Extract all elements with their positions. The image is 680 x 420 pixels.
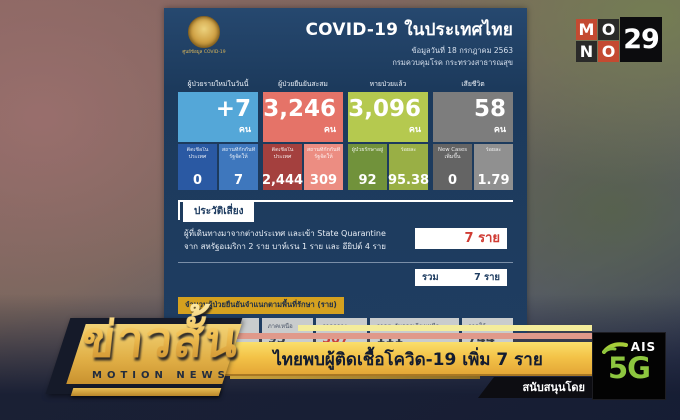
- sub-value: 309: [309, 172, 338, 188]
- stat-new-cases: ผู้ป่วยรายใหม่ในวันนี้ +7 คน ติดเชื้อในป…: [178, 78, 258, 190]
- sub-label: สถานที่กักกันที่รัฐจัดให้: [306, 147, 341, 161]
- risk-history-section: ประวัติเสี่ยง ผู้ที่เดินทางมาจากต่างประเ…: [178, 200, 513, 288]
- stat-value: 3,096: [348, 96, 421, 122]
- stat-header: เสียชีวิต: [461, 80, 485, 88]
- ddc-emblem: ศูนย์ข้อมูล COVID-19: [178, 16, 230, 56]
- sub-label: สถานที่กักกันที่รัฐจัดให้: [221, 147, 256, 161]
- stat-recovered: หายป่วยแล้ว 3,096 คน ผู้ป่วยรักษาอยู่ 92…: [348, 78, 430, 190]
- stat-sub-box: New Cases เพิ่มขึ้น 0: [433, 144, 472, 190]
- stat-sub-box: ติดเชื้อในประเทศ 0: [178, 144, 217, 190]
- stat-sub-row: ติดเชื้อในประเทศ 0 สถานที่กักกันที่รัฐจั…: [178, 144, 258, 190]
- stat-sub-row: New Cases เพิ่มขึ้น 0 ร้อยละ 1.79: [433, 144, 513, 190]
- stat-sub-box: ผู้ป่วยรักษาอยู่ 92: [348, 144, 387, 190]
- panel-title: COVID-19 ในประเทศไทย: [305, 20, 513, 40]
- sub-value: 0: [192, 172, 203, 188]
- headline-banner: ไทยพบผู้ติดเชื้อโควิด-19 เพิ่ม 7 ราย: [168, 342, 592, 376]
- mono-letter-o2: O: [598, 41, 619, 62]
- sub-value: 95.38: [387, 172, 430, 188]
- mono-letter-m: M: [576, 19, 597, 40]
- stat-sub-box: ร้อยละ 95.38: [387, 144, 430, 190]
- stat-unit: คน: [493, 125, 506, 135]
- panel-title-block: COVID-19 ในประเทศไทย ข้อมูลวันที่ 18 กรก…: [305, 16, 513, 69]
- stat-cumulative: ผู้ป่วยยืนยันสะสม 3,246 คน ติดเชื้อในประ…: [261, 78, 343, 190]
- stat-unit: คน: [238, 125, 251, 135]
- risk-count-box: 7 ราย: [415, 228, 507, 249]
- agency-name: กรมควบคุมโรค กระทรวงสาธารณสุข: [392, 58, 513, 67]
- sub-label: ร้อยละ: [400, 147, 417, 153]
- total-label: รวม: [422, 272, 439, 283]
- data-date: ข้อมูลวันที่ 18 กรกฎาคม 2563: [411, 46, 513, 55]
- program-title: ข่าวสั้น: [78, 300, 243, 378]
- stat-big-box: 3,096 คน: [348, 92, 428, 142]
- stat-big-box: 58 คน: [433, 92, 513, 142]
- program-logo-khao-san: ข่าวสั้น MOTION NEWS: [30, 306, 245, 410]
- sub-label: ร้อยละ: [485, 147, 502, 153]
- panel-header: ศูนย์ข้อมูล COVID-19 COVID-19 ในประเทศไท…: [178, 8, 513, 72]
- ais-5g-mark: 5G: [608, 351, 651, 385]
- stat-sub-box: ร้อยละ 1.79: [474, 144, 513, 190]
- stat-value: 58: [473, 96, 506, 122]
- section-bracket: [178, 202, 180, 220]
- banner-underline: [230, 376, 480, 379]
- divider: [178, 262, 513, 263]
- sub-value: 0: [447, 172, 458, 188]
- ais-logo-row: AIS: [593, 340, 665, 354]
- risk-section-title: ประวัติเสี่ยง: [183, 202, 255, 222]
- stat-sub-box: ติดเชื้อในประเทศ 2,444: [261, 144, 304, 190]
- regions-section-title: จำนวนผู้ป่วยยืนยันจำแนกตามพื้นที่รักษา (…: [178, 297, 344, 314]
- stat-sub-row: ผู้ป่วยรักษาอยู่ 92 ร้อยละ 95.38: [348, 144, 430, 190]
- stat-unit: คน: [323, 125, 336, 135]
- program-subtitle: MOTION NEWS: [92, 370, 230, 381]
- mono-letter-o1: O: [598, 19, 619, 40]
- stat-sub-box: สถานที่กักกันที่รัฐจัดให้ 309: [304, 144, 343, 190]
- stat-value: +7: [215, 96, 251, 122]
- sponsor-logo-ais-5g: AIS 5G: [592, 332, 666, 400]
- covid-infographic-panel: ศูนย์ข้อมูล COVID-19 COVID-19 ในประเทศไท…: [164, 8, 527, 365]
- stat-unit: คน: [408, 125, 421, 135]
- ais-wordmark: AIS: [630, 340, 657, 354]
- stat-sub-row: ติดเชื้อในประเทศ 2,444 สถานที่กักกันที่ร…: [261, 144, 343, 190]
- emblem-caption: ศูนย์ข้อมูล COVID-19: [182, 50, 226, 55]
- sub-value: 92: [358, 172, 377, 188]
- sub-value: 1.79: [477, 172, 510, 188]
- sub-label: ผู้ป่วยรักษาอยู่: [351, 147, 384, 153]
- stats-row: ผู้ป่วยรายใหม่ในวันนี้ +7 คน ติดเชื้อในป…: [178, 78, 513, 190]
- stat-header: หายป่วยแล้ว: [369, 80, 407, 88]
- sub-value: 7: [233, 172, 244, 188]
- stat-deaths: เสียชีวิต 58 คน New Cases เพิ่มขึ้น 0 ร้…: [433, 78, 513, 190]
- mono-number-29: 29: [620, 17, 662, 62]
- risk-line-1: ผู้ที่เดินทางมาจากต่างประเทศ และเข้า Sta…: [184, 229, 386, 238]
- headline-text: ไทยพบผู้ติดเชื้อโควิด-19 เพิ่ม 7 ราย: [273, 349, 543, 370]
- channel-logo-mono29: M O N O 29: [576, 17, 664, 65]
- sub-label: ติดเชื้อในประเทศ: [271, 147, 294, 161]
- stat-big-box: 3,246 คน: [263, 92, 343, 142]
- risk-total-box: รวม 7 ราย: [415, 269, 507, 286]
- logo-gold-bar: [70, 388, 222, 396]
- sub-value: 2,444: [261, 172, 304, 188]
- ais-swoosh-icon: [601, 342, 628, 354]
- stat-sub-box: สถานที่กักกันที่รัฐจัดให้ 7: [219, 144, 258, 190]
- sub-label: ติดเชื้อในประเทศ: [186, 147, 209, 161]
- stat-value: 3,246: [263, 96, 336, 122]
- region-label: ภาคเหนือ: [267, 323, 293, 330]
- sponsor-label: สนับสนุนโดย: [478, 377, 594, 398]
- mono-letter-n: N: [576, 41, 597, 62]
- decor-strip-coral: [165, 333, 592, 339]
- decor-strip-yellow: [298, 325, 592, 331]
- risk-description: ผู้ที่เดินทางมาจากต่างประเทศ และเข้า Sta…: [184, 228, 386, 254]
- stat-header: ผู้ป่วยยืนยันสะสม: [278, 80, 328, 88]
- stat-header: ผู้ป่วยรายใหม่ในวันนี้: [187, 80, 249, 88]
- stat-big-box: +7 คน: [178, 92, 258, 142]
- mono-letter-grid: M O N O: [576, 19, 619, 65]
- sub-label: New Cases เพิ่มขึ้น: [438, 147, 467, 161]
- ddc-seal-icon: [188, 16, 220, 48]
- total-value: 7 ราย: [474, 272, 500, 283]
- risk-line-2: จาก สหรัฐอเมริกา 2 ราย บาห์เรน 1 ราย และ…: [184, 241, 386, 251]
